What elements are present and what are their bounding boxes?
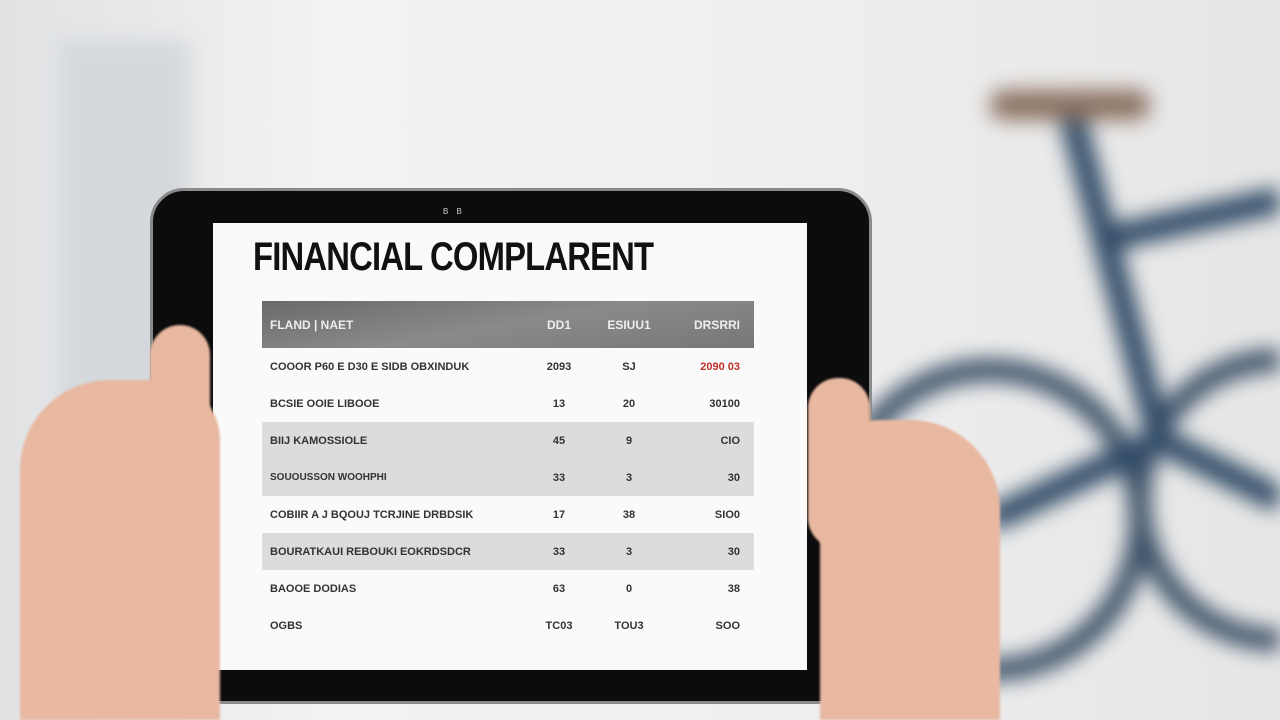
cell: 33 (552, 471, 566, 484)
right-thumb (808, 378, 870, 548)
header-col3: DRSRRI (693, 317, 740, 332)
cell: SJ (622, 360, 636, 373)
cell: 45 (552, 434, 566, 447)
cell: 30 (727, 471, 740, 484)
cell-name: COOOR P60 E D30 E SIDB OBXINDUK (270, 360, 470, 373)
cell: 3 (625, 545, 633, 558)
table-row: BOURATKAUI REBOUKI EOKRDSDCR 33 3 30 (262, 533, 754, 570)
cell: SOO (715, 619, 740, 632)
page-title: FINANCIAL COMPLARENT (253, 235, 654, 279)
cell: 63 (552, 582, 566, 595)
tablet-screen: FINANCIAL COMPLARENT FLAND | NAET DD1 ES… (213, 223, 807, 670)
header-col2: ESIUU1 (607, 317, 651, 332)
cell: 17 (552, 508, 566, 521)
table-row: COOOR P60 E D30 E SIDB OBXINDUK 2093 SJ … (262, 348, 754, 385)
cell: 38 (622, 508, 636, 521)
cell-name: BOURATKAUI REBOUKI EOKRDSDCR (270, 545, 471, 558)
cell: 2093 (546, 360, 572, 373)
cell-name: OGBS (270, 619, 303, 632)
financial-table: FLAND | NAET DD1 ESIUU1 DRSRRI COOOR P60… (262, 301, 754, 644)
cell: 30100 (709, 397, 740, 410)
table-row: BAOOE DODIAS 63 0 38 (262, 570, 754, 607)
cell: 20 (622, 397, 636, 410)
cell-name: SOUOUSSON WOOHPHI (270, 472, 387, 483)
camera-icon: B B (443, 207, 465, 216)
cell: 38 (727, 582, 740, 595)
header-name: FLAND | NAET (270, 317, 354, 332)
tablet: B B FINANCIAL COMPLARENT FLAND | NAET DD… (150, 188, 872, 704)
table-row: COBIIR A J BQOUJ TCRJINE DRBDSIK 17 38 S… (262, 496, 754, 533)
table-row: BCSIE OOIE LIBOOE 13 20 30100 (262, 385, 754, 422)
cell: 30 (727, 545, 740, 558)
table-row-total: OGBS TC03 TOU3 SOO (262, 607, 754, 644)
cell: CIO (720, 434, 740, 447)
table-row: BIIJ KAMOSSIOLE 45 9 CIO SOUOUSSON WOOHP… (262, 422, 754, 496)
left-thumb (150, 325, 210, 485)
cell: 3 (625, 471, 633, 484)
cell-highlight: 2090 03 (700, 360, 740, 373)
cell-name: BCSIE OOIE LIBOOE (270, 397, 380, 410)
cell: 0 (625, 582, 633, 595)
header-col1: DD1 (546, 317, 571, 332)
cell: 9 (625, 434, 633, 447)
cell: 13 (552, 397, 566, 410)
cell: TC03 (545, 619, 573, 632)
cell-name: BAOOE DODIAS (270, 582, 357, 595)
cell-name: COBIIR A J BQOUJ TCRJINE DRBDSIK (270, 508, 474, 521)
table-header: FLAND | NAET DD1 ESIUU1 DRSRRI (262, 301, 754, 348)
cell-name: BIIJ KAMOSSIOLE (270, 434, 368, 447)
cell: TOU3 (614, 619, 644, 632)
cell: SIO0 (714, 508, 740, 521)
cell: 33 (552, 545, 566, 558)
